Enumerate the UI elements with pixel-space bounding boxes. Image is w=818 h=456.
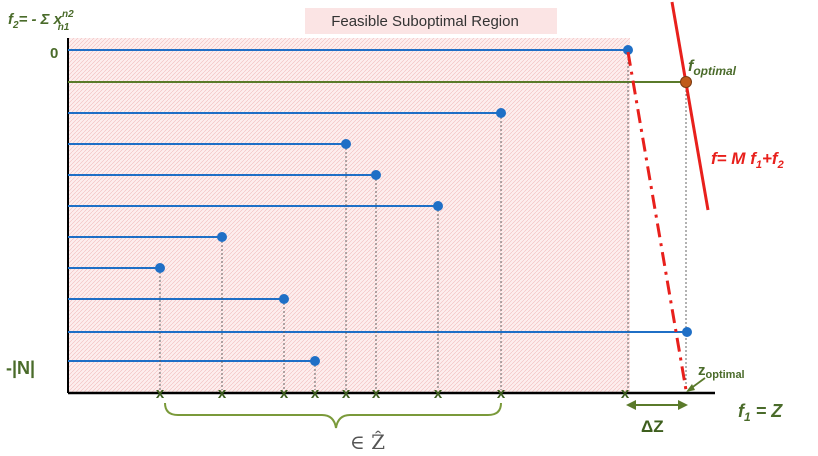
axis-markers: x x x x x x x x x: [156, 385, 630, 402]
objective-sub1: 1: [756, 159, 762, 171]
solution-point: [623, 45, 633, 55]
objective-plus: +f: [762, 149, 780, 168]
axis-marker: x: [280, 385, 289, 402]
set-brace: [164, 402, 502, 429]
shifted-objective-line: [626, 51, 688, 391]
axis-marker: x: [342, 385, 351, 402]
axis-marker: x: [372, 385, 381, 402]
x-label-rest: = Z: [751, 401, 784, 421]
z-optimal-main: z: [698, 362, 706, 379]
axis-marker: x: [621, 385, 630, 402]
objective-label: f= M f1+f2: [711, 149, 784, 171]
solution-point: [682, 327, 692, 337]
axis-marker: x: [156, 385, 165, 402]
objective-text: f= M f: [711, 149, 758, 168]
drop-lines: [159, 50, 687, 390]
delta-z-arrowhead-left: [626, 400, 636, 410]
f-optimal-sub: optimal: [693, 64, 736, 78]
z-optimal-sub: optimal: [706, 369, 745, 381]
y-label-sub: 2: [12, 20, 19, 31]
z-optimal-label: zoptimal: [698, 362, 745, 381]
objective-line: [670, 1, 710, 211]
solution-point: [217, 232, 227, 242]
delta-z-label: ΔZ: [641, 417, 664, 436]
x-label-main: f: [738, 401, 746, 421]
solution-point: [371, 170, 381, 180]
y-label-rest: = - Σ x: [19, 11, 63, 28]
region-label: Feasible Suboptimal Region: [331, 13, 519, 30]
set-label: ∈ Ẑ: [350, 430, 385, 454]
axis-marker: x: [434, 385, 443, 402]
y-label-main: f: [8, 11, 15, 28]
y-label-sup: n2: [62, 9, 74, 20]
y-tick-zero: 0: [50, 45, 58, 62]
axis-marker: x: [497, 385, 506, 402]
solution-point: [279, 294, 289, 304]
solution-points: [155, 45, 692, 366]
f-optimal-main: f: [688, 58, 695, 75]
y-tick-bottom: -|N|: [6, 358, 35, 378]
y-label-sub2: n1: [58, 22, 70, 33]
axis-marker: x: [218, 385, 227, 402]
z-optimal-arrowhead: [686, 384, 695, 392]
solution-point: [310, 356, 320, 366]
solution-point: [496, 108, 506, 118]
axis-marker: x: [311, 385, 320, 402]
f-optimal-point: [680, 76, 692, 88]
solution-point: [341, 139, 351, 149]
solution-point: [155, 263, 165, 273]
x-axis-label: f1 = Z: [738, 401, 783, 424]
y-axis-label: f2= - Σ xn2 n1: [8, 9, 74, 33]
feasible-region: [68, 38, 630, 393]
region-label-box: [305, 8, 557, 34]
solution-lines: [68, 49, 687, 362]
f-optimal-label: foptimal: [688, 58, 737, 78]
delta-z-arrowhead-right: [678, 400, 688, 410]
x-label-sub: 1: [744, 410, 751, 424]
objective-sub2: 2: [777, 159, 784, 171]
solution-point: [433, 201, 443, 211]
